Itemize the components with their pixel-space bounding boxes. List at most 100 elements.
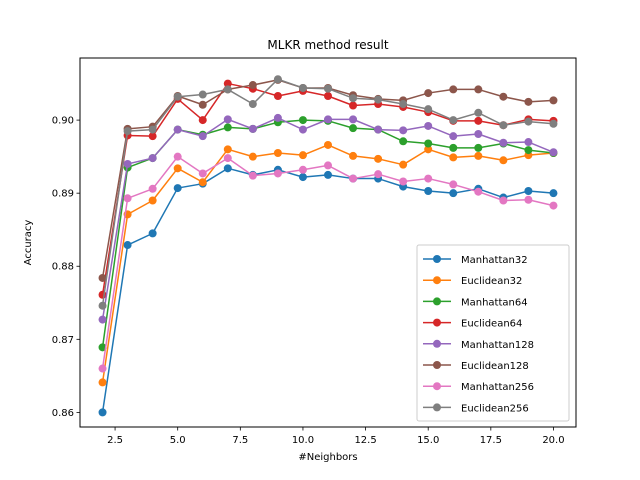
data-point-euclidean32: [98, 378, 107, 387]
legend-label-euclidean32: Euclidean32: [461, 276, 522, 287]
data-point-manhattan128: [173, 125, 182, 134]
y-tick-label: 0.88: [52, 262, 74, 273]
data-point-manhattan128: [349, 115, 358, 124]
legend-label-euclidean128: Euclidean128: [461, 361, 529, 372]
x-tick-label: 5.0: [170, 435, 186, 446]
data-point-manhattan128: [223, 115, 232, 124]
data-point-euclidean256: [524, 117, 533, 126]
data-point-manhattan256: [449, 180, 458, 189]
data-point-manhattan128: [549, 148, 558, 157]
data-point-manhattan256: [198, 169, 207, 178]
data-point-manhattan64: [524, 146, 533, 155]
data-point-euclidean32: [223, 145, 232, 154]
data-point-manhattan128: [273, 113, 282, 122]
data-point-manhattan32: [524, 186, 533, 195]
x-tick-label: 12.5: [354, 435, 376, 446]
data-point-euclidean256: [324, 84, 332, 93]
data-point-manhattan128: [298, 125, 307, 134]
data-point-euclidean32: [449, 153, 458, 162]
data-point-manhattan256: [273, 169, 282, 178]
data-point-manhattan64: [298, 116, 307, 125]
legend-box: [416, 244, 570, 422]
data-point-euclidean128: [424, 89, 433, 98]
data-point-euclidean64: [198, 116, 207, 125]
series-manhattan256: [98, 152, 558, 373]
data-point-euclidean32: [248, 152, 257, 161]
legend-label-manhattan64: Manhattan64: [461, 297, 528, 308]
data-point-euclidean256: [98, 301, 107, 310]
data-point-manhattan32: [324, 170, 332, 179]
data-point-manhattan256: [524, 195, 533, 204]
legend-marker-euclidean32: [433, 276, 441, 285]
data-point-euclidean32: [298, 151, 307, 160]
data-point-manhattan32: [98, 408, 107, 417]
data-point-euclidean128: [549, 96, 558, 105]
data-point-euclidean256: [399, 100, 408, 109]
legend-label-manhattan256: Manhattan256: [461, 382, 534, 393]
data-point-manhattan64: [98, 343, 107, 352]
data-point-euclidean32: [374, 154, 383, 163]
data-point-manhattan128: [98, 315, 107, 324]
data-point-euclidean256: [499, 121, 508, 130]
legend-marker-euclidean256: [433, 403, 441, 412]
data-point-manhattan256: [98, 364, 107, 373]
data-point-manhattan128: [499, 138, 508, 147]
data-point-euclidean256: [374, 95, 383, 104]
y-tick-label: 0.89: [52, 189, 74, 200]
data-point-manhattan128: [374, 125, 383, 134]
data-point-euclidean64: [349, 101, 358, 110]
data-point-manhattan128: [198, 132, 207, 141]
data-point-manhattan32: [424, 186, 433, 195]
data-point-euclidean32: [273, 148, 282, 157]
data-point-manhattan64: [474, 143, 483, 152]
legend-label-euclidean64: Euclidean64: [461, 319, 522, 330]
legend-marker-manhattan128: [433, 339, 441, 348]
data-point-manhattan128: [123, 159, 132, 168]
data-point-euclidean32: [349, 151, 358, 160]
data-point-manhattan256: [399, 177, 408, 186]
data-point-manhattan64: [399, 137, 408, 146]
data-point-euclidean128: [449, 85, 458, 94]
data-point-manhattan32: [549, 189, 558, 198]
data-point-euclidean64: [324, 91, 332, 100]
data-point-manhattan32: [298, 173, 307, 182]
data-point-manhattan256: [474, 187, 483, 196]
x-tick-label: 10.0: [292, 435, 314, 446]
data-point-euclidean256: [273, 75, 282, 84]
data-point-euclidean256: [349, 94, 358, 103]
data-point-manhattan32: [173, 184, 182, 193]
data-point-manhattan256: [374, 170, 383, 179]
data-point-manhattan256: [349, 174, 358, 183]
data-point-manhattan128: [449, 132, 458, 141]
data-point-euclidean32: [424, 145, 433, 154]
data-point-euclidean256: [424, 105, 433, 114]
data-point-manhattan256: [148, 184, 157, 193]
data-point-euclidean128: [98, 273, 107, 282]
data-point-manhattan64: [449, 143, 458, 152]
data-point-manhattan256: [173, 152, 182, 161]
data-point-euclidean32: [148, 196, 157, 205]
series-layer: [98, 75, 558, 417]
chart-title: MLKR method result: [267, 38, 388, 52]
data-point-manhattan256: [499, 196, 508, 205]
data-point-manhattan256: [248, 171, 257, 180]
data-point-euclidean256: [474, 108, 483, 117]
data-point-euclidean256: [298, 83, 307, 92]
data-point-euclidean256: [123, 127, 132, 136]
data-point-manhattan128: [324, 115, 332, 124]
x-axis-label: #Neighbors: [298, 452, 357, 463]
data-point-euclidean32: [499, 156, 508, 165]
legend-marker-manhattan32: [433, 255, 441, 263]
x-tick-label: 20.0: [542, 435, 564, 446]
data-point-manhattan128: [524, 138, 533, 147]
data-point-euclidean256: [449, 116, 458, 125]
data-point-manhattan256: [223, 154, 232, 163]
data-point-manhattan64: [349, 124, 358, 133]
data-point-manhattan256: [298, 165, 307, 174]
data-point-euclidean32: [474, 151, 483, 160]
y-tick-label: 0.86: [52, 408, 74, 419]
data-point-manhattan128: [248, 124, 257, 133]
data-point-manhattan32: [449, 189, 458, 198]
data-point-manhattan128: [424, 121, 433, 130]
